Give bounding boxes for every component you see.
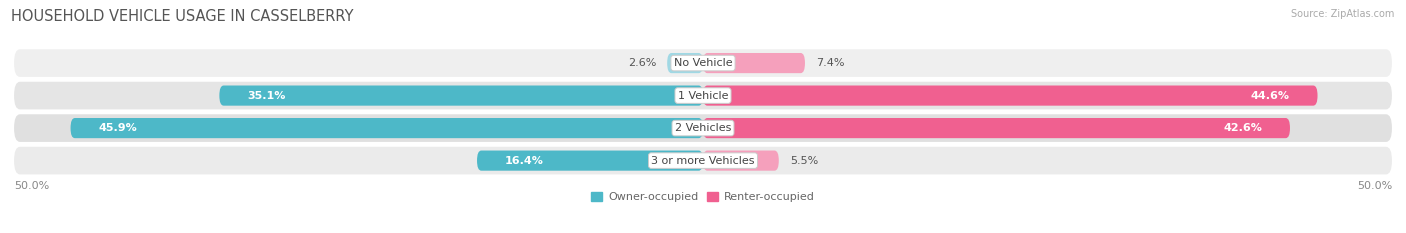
FancyBboxPatch shape [219,86,703,106]
Text: 50.0%: 50.0% [1357,181,1392,191]
Text: 7.4%: 7.4% [815,58,845,68]
FancyBboxPatch shape [14,82,1392,110]
FancyBboxPatch shape [14,114,1392,142]
FancyBboxPatch shape [703,118,1289,138]
Text: 45.9%: 45.9% [98,123,136,133]
Text: No Vehicle: No Vehicle [673,58,733,68]
Text: 1 Vehicle: 1 Vehicle [678,91,728,101]
Legend: Owner-occupied, Renter-occupied: Owner-occupied, Renter-occupied [586,188,820,207]
FancyBboxPatch shape [703,151,779,171]
Text: 2.6%: 2.6% [627,58,657,68]
Text: 16.4%: 16.4% [505,156,544,166]
FancyBboxPatch shape [703,53,806,73]
FancyBboxPatch shape [70,118,703,138]
Text: Source: ZipAtlas.com: Source: ZipAtlas.com [1291,9,1395,19]
FancyBboxPatch shape [14,147,1392,175]
Text: HOUSEHOLD VEHICLE USAGE IN CASSELBERRY: HOUSEHOLD VEHICLE USAGE IN CASSELBERRY [11,9,354,24]
Text: 3 or more Vehicles: 3 or more Vehicles [651,156,755,166]
Text: 50.0%: 50.0% [14,181,49,191]
Text: 35.1%: 35.1% [247,91,285,101]
FancyBboxPatch shape [703,86,1317,106]
FancyBboxPatch shape [477,151,703,171]
FancyBboxPatch shape [14,49,1392,77]
Text: 5.5%: 5.5% [790,156,818,166]
FancyBboxPatch shape [668,53,703,73]
Text: 2 Vehicles: 2 Vehicles [675,123,731,133]
Text: 44.6%: 44.6% [1251,91,1289,101]
Text: 42.6%: 42.6% [1223,123,1263,133]
